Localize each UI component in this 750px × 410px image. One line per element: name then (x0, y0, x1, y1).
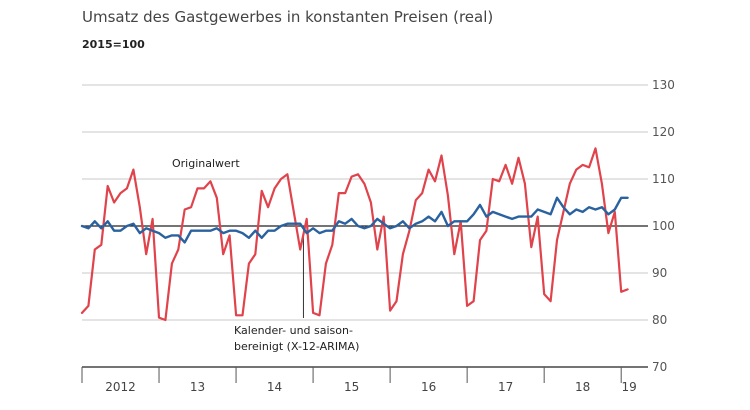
x-tick-label: 2012 (105, 380, 136, 394)
x-tick-label: 18 (575, 380, 590, 394)
annotation-saisonbereinigt-line: bereinigt (X-12-ARIMA) (234, 340, 359, 353)
y-tick-label: 110 (652, 172, 675, 186)
annotation-saisonbereinigt-line: Kalender- und saison- (234, 324, 353, 337)
series-line-saisonbereinigt (80, 196, 629, 244)
series-line-originalwert (80, 147, 629, 322)
chart-subtitle: 2015=100 (82, 38, 145, 51)
chart-title: Umsatz des Gastgewerbes in konstanten Pr… (82, 8, 494, 26)
x-tick-label: 14 (267, 380, 282, 394)
x-axis: 2012 13 14 15 16 17 18 19 (81, 367, 637, 394)
series-lines (80, 147, 629, 322)
y-tick-label: 90 (652, 266, 667, 280)
x-tick-label: 16 (421, 380, 436, 394)
annotation-originalwert: Originalwert (172, 157, 240, 170)
x-tick-label: 17 (498, 380, 513, 394)
annotations: Originalwert Kalender- und saison-bereini… (172, 157, 359, 353)
y-tick-label: 130 (652, 78, 675, 92)
y-tick-label: 80 (652, 313, 667, 327)
x-tick-label: 13 (190, 380, 205, 394)
grid-lines (82, 84, 648, 368)
y-axis: 70 80 90 100 110 120 130 (652, 78, 675, 374)
x-tick-label: 19 (622, 380, 637, 394)
x-tick-label: 15 (344, 380, 359, 394)
y-tick-label: 120 (652, 125, 675, 139)
y-tick-label: 70 (652, 360, 667, 374)
y-tick-label: 100 (652, 219, 675, 233)
